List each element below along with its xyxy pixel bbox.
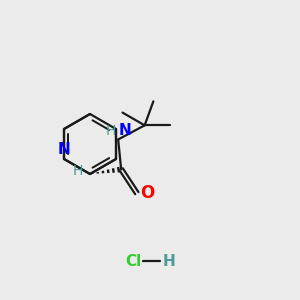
- Text: H: H: [105, 124, 116, 138]
- Text: H: H: [163, 254, 175, 268]
- Text: O: O: [140, 184, 155, 202]
- Text: Cl: Cl: [125, 254, 141, 268]
- Text: N: N: [119, 123, 131, 138]
- Text: N: N: [58, 142, 70, 158]
- Text: H: H: [72, 164, 83, 178]
